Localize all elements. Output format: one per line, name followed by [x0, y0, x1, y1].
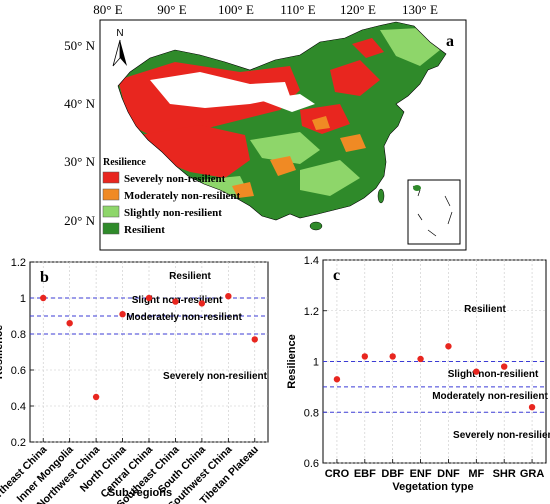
zone-label: Severely non-resilient [453, 430, 550, 441]
y-tick-label: 1.2 [11, 257, 26, 269]
data-point [500, 363, 508, 370]
x-tick-label: GRA [520, 468, 545, 480]
data-point [445, 343, 452, 350]
north-arrow: N [112, 28, 127, 67]
data-point [40, 294, 47, 302]
y-tick-label: 0.8 [11, 329, 26, 341]
data-point [417, 355, 424, 363]
x-tick-label: EBF [354, 468, 376, 480]
legend-swatch [102, 222, 120, 235]
zone-label: Resilient [169, 271, 211, 282]
longitude-label: 110° E [280, 2, 315, 17]
zone-label: Slight non-resilient [448, 369, 539, 380]
y-tick-label: 0.4 [11, 401, 26, 413]
y-tick-label: 0.6 [11, 365, 26, 377]
data-point [119, 311, 126, 318]
x-tick-label: ENF [410, 468, 432, 480]
chart-c-vegetation: 0.6 0.8 1 1.2 1.4 Resilient Slight non-resilie… [286, 255, 550, 493]
data-point [389, 353, 396, 360]
latitude-label: 30° N [64, 154, 95, 169]
y-tick-label: 0.6 [304, 458, 319, 470]
x-axis-title: Sub-regions [108, 487, 172, 499]
data-point [528, 403, 536, 411]
x-tick-label: CRO [325, 468, 350, 480]
data-point [92, 393, 100, 401]
longitude-label: 100° E [218, 2, 254, 17]
legend-label: Slightly non-resilient [124, 207, 222, 219]
zone-label: Severely non-resilient [163, 371, 268, 382]
longitude-labels: 80° E 90° E 100° E 110° E 120° E 130° E [93, 2, 438, 17]
hainan-island [309, 221, 323, 231]
data-point [473, 368, 480, 375]
legend-label: Severely non-resilient [124, 173, 226, 185]
longitude-label: 130° E [402, 2, 438, 17]
x-tick-label: DBF [381, 468, 404, 480]
china-border [117, 21, 447, 221]
map-panel: N a 80° E 90° E 100° E 110° E 120° E 130° E 5… [64, 2, 467, 251]
legend-swatch [102, 171, 120, 184]
x-tick-label: SHR [493, 468, 516, 480]
inset-islands [412, 185, 453, 237]
y-tick-label: 1 [313, 357, 319, 369]
legend-swatch [102, 188, 120, 201]
map-panel-label: a [446, 33, 454, 50]
x-axis-title: Vegetation type [392, 481, 473, 493]
latitude-label: 20° N [64, 213, 95, 228]
data-point [333, 376, 341, 383]
latitude-label: 50° N [64, 38, 95, 53]
legend-label: Resilient [124, 224, 165, 236]
y-tick-label: 1.2 [304, 306, 319, 318]
y-tick-label: 0.8 [304, 407, 319, 419]
legend-label: Moderately non-resilient [124, 190, 241, 202]
y-tick-label: 1.4 [304, 255, 319, 267]
data-point [172, 298, 179, 305]
zone-label: Moderately non-resilient [432, 391, 548, 402]
latitude-label: 40° N [64, 96, 95, 111]
north-arrow-label: N [116, 28, 123, 39]
y-tick-label: 1 [20, 293, 26, 305]
data-point [225, 293, 232, 300]
data-point [145, 294, 153, 302]
data-point [251, 336, 258, 343]
latitude-labels: 50° N 40° N 30° N 20° N [64, 38, 95, 228]
zone-label: Moderately non-resilient [126, 312, 242, 323]
taiwan-island [377, 188, 385, 204]
panel-label: c [333, 267, 340, 284]
panel-label: b [40, 269, 49, 286]
legend-title: Resilience [103, 157, 146, 168]
legend-swatch [102, 205, 120, 218]
data-point [361, 353, 369, 360]
longitude-label: 90° E [157, 2, 186, 17]
longitude-label: 120° E [340, 2, 376, 17]
inset-hainan [413, 185, 421, 191]
data-point [198, 300, 206, 307]
x-tick-label: MF [468, 468, 484, 480]
y-axis-title: Resilience [286, 334, 298, 388]
y-tick-label: 0.2 [11, 437, 26, 449]
data-point [66, 320, 73, 327]
y-axis-title: Resilience [0, 325, 5, 379]
longitude-label: 80° E [93, 2, 122, 17]
x-tick-label: DNF [437, 468, 460, 480]
zone-label: Resilient [464, 304, 506, 315]
map-legend: Resilience Severely non-resilient Moderat… [102, 157, 241, 236]
